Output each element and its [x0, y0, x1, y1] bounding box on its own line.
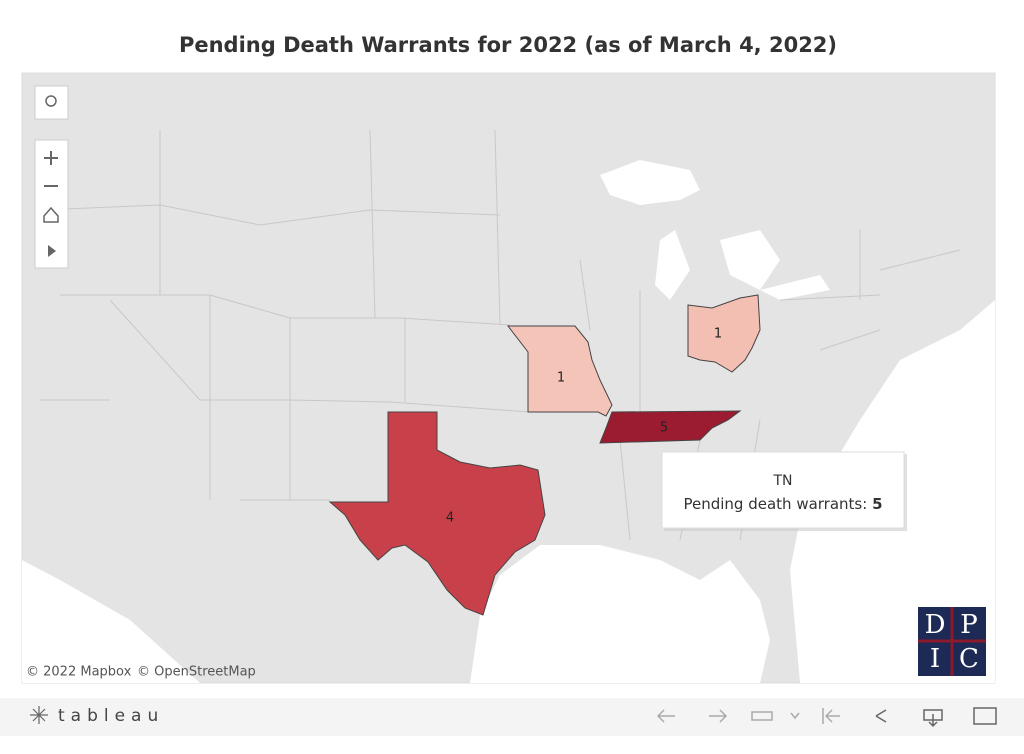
logo-letter: C: [959, 644, 979, 674]
fullscreen[interactable]: [973, 707, 997, 725]
tooltip-line: Pending death warrants: 5: [683, 495, 882, 513]
state: [687, 294, 761, 373]
logo-cross: [918, 607, 986, 676]
brand[interactable]: tableau: [58, 706, 164, 726]
great-lakes: [600, 160, 830, 300]
redo[interactable]: [709, 709, 728, 723]
home-button[interactable]: [43, 206, 59, 223]
toolbar-background: [0, 698, 1024, 736]
dpic-logo: D P I C: [918, 607, 986, 676]
state: [599, 410, 742, 444]
search-icon: [45, 95, 57, 107]
search-button[interactable]: [34, 85, 69, 120]
tooltip-value: 5: [872, 495, 882, 513]
logo-letter: P: [960, 610, 978, 640]
gulf: [470, 545, 770, 683]
state-label: 1: [557, 371, 565, 386]
toolbar-icons: [656, 707, 997, 728]
map-controls: [34, 85, 69, 269]
revert[interactable]: [751, 711, 773, 721]
tooltip-title: TN: [772, 473, 792, 489]
states: 4 5 1 1: [328, 294, 761, 616]
undo[interactable]: [656, 709, 675, 723]
state-label: 4: [446, 511, 454, 526]
state: [506, 325, 613, 417]
ocean: [22, 560, 200, 683]
state: [328, 411, 546, 616]
share[interactable]: [875, 709, 887, 723]
attribution[interactable]: © OpenStreetMap: [137, 665, 256, 680]
map-title: Pending Death Warrants for 2022 (as of M…: [179, 33, 837, 57]
zoom-in[interactable]: [44, 151, 58, 165]
tooltip: TN Pending death warrants: 5: [661, 451, 907, 531]
revert-menu[interactable]: [790, 712, 800, 720]
tableau-icon: [30, 706, 48, 724]
download[interactable]: [923, 709, 943, 728]
tooltip-box: [661, 451, 905, 529]
toolbar: tableau: [0, 698, 1024, 736]
state-label: 1: [714, 327, 722, 342]
reset[interactable]: [822, 708, 840, 724]
logo-letter: I: [930, 644, 940, 674]
map: 4 5 1 1 © 2022 Mapbox © OpenStreetMap D P I…: [21, 72, 996, 684]
state-label: 5: [660, 421, 668, 436]
pan-button[interactable]: [48, 245, 56, 257]
attribution: © 2022 Mapbox: [26, 665, 132, 680]
logo-letter: D: [925, 610, 946, 640]
tooltip-label: Pending death warrants:: [683, 495, 867, 513]
